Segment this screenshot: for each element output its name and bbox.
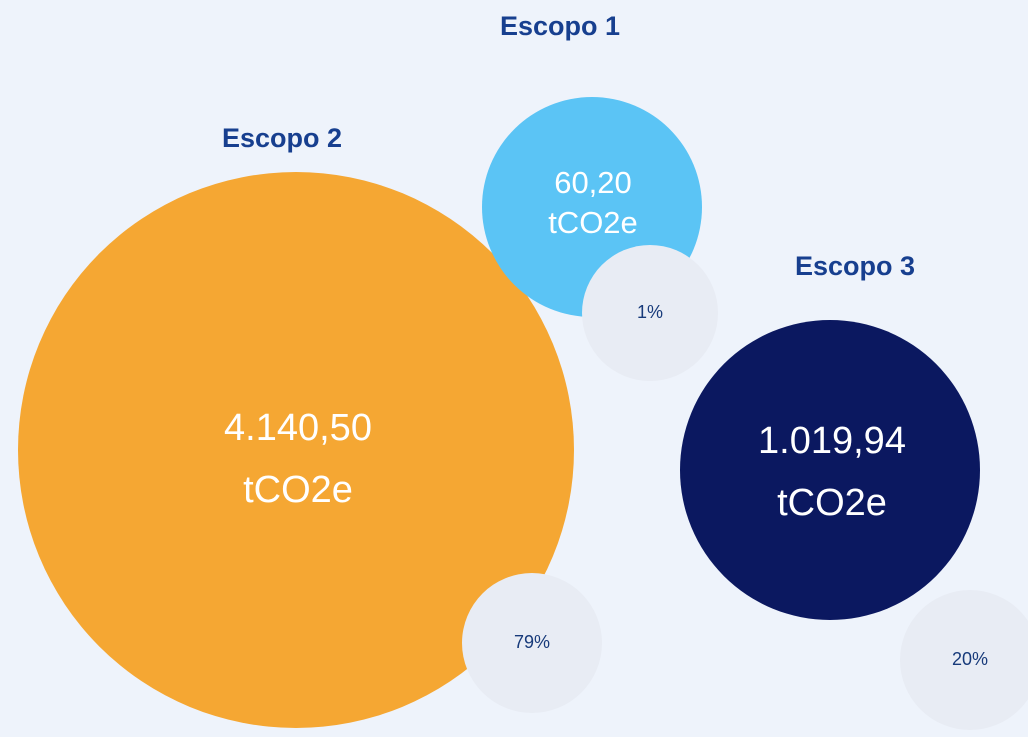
scope-bubble (18, 172, 574, 728)
share-bubble (462, 573, 602, 713)
scope-share: 79% (514, 632, 550, 652)
share-bubble (582, 245, 718, 381)
scope-label: Escopo 2 (222, 123, 342, 153)
scope-share: 20% (952, 649, 988, 669)
share-bubble (900, 590, 1028, 730)
scope-value: 1.019,94 (758, 420, 906, 462)
scope-unit: tCO2e (777, 482, 887, 524)
scope-share: 1% (637, 302, 663, 322)
scope-unit: tCO2e (548, 205, 638, 240)
scope-value: 4.140,50 (224, 407, 372, 449)
scope-label: Escopo 3 (795, 251, 915, 281)
scope-unit: tCO2e (243, 469, 353, 511)
scope-value: 60,20 (554, 165, 632, 200)
scope-label: Escopo 1 (500, 11, 620, 41)
scope-bubble (680, 320, 980, 620)
